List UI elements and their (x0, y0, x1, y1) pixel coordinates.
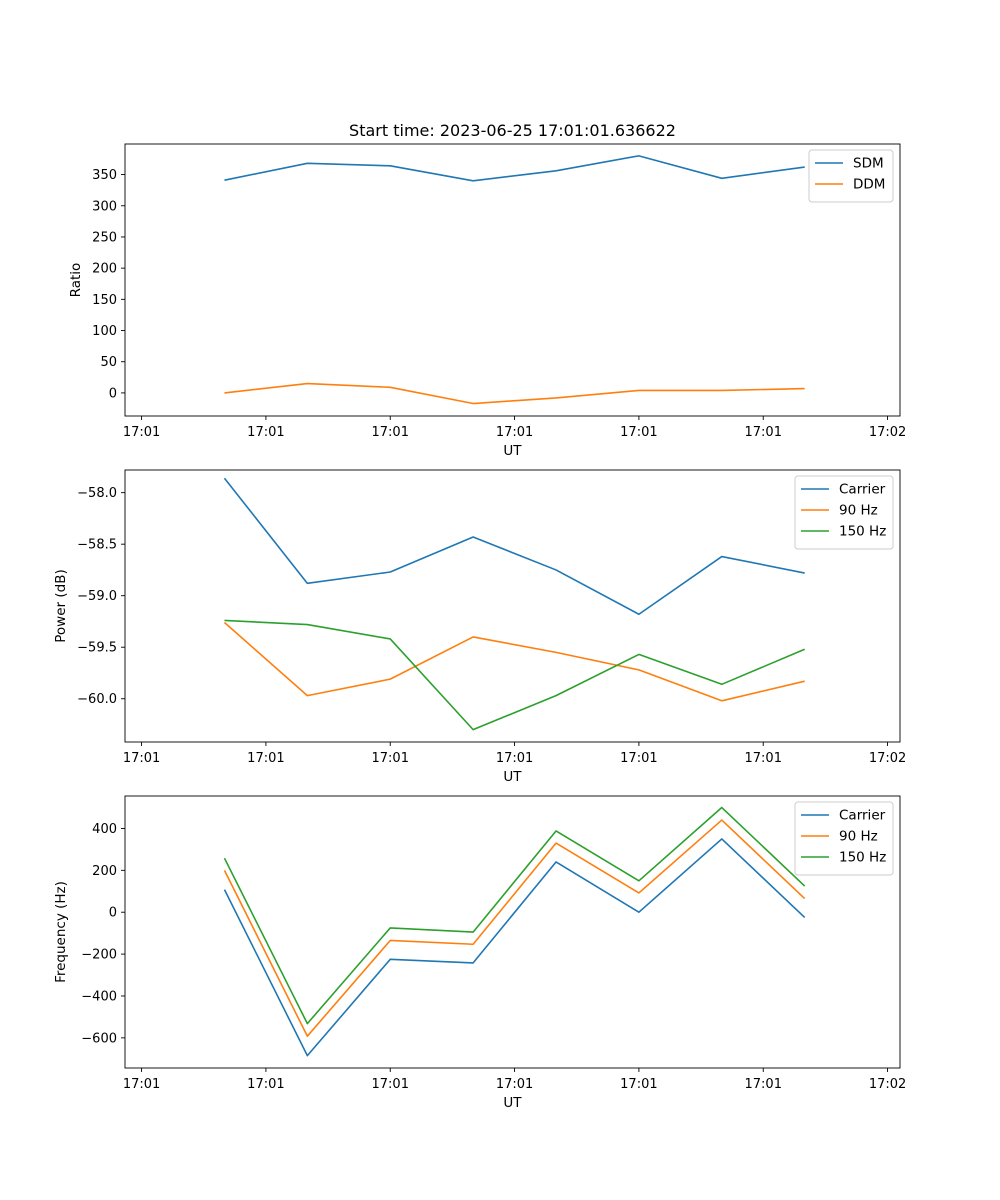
legend: SDM DDM (808, 149, 894, 203)
legend-label: SDM (853, 156, 884, 172)
x-tick-label: 17:01 (620, 425, 657, 440)
x-tick-label: 17:01 (745, 425, 782, 440)
x-tick-label: 17:01 (745, 751, 782, 766)
y-axis-label: Power (dB) (53, 569, 69, 642)
y-tick-label: 100 (92, 324, 117, 339)
legend-label: 150 Hz (839, 850, 886, 866)
x-tick-label: 17:01 (745, 1077, 782, 1092)
chart-panel-1: 17:01 17:01 17:01 17:01 17:01 17:01 17:02 0 50 10… (68, 143, 906, 459)
series-line-150-hz (224, 619, 805, 731)
x-axis-label: UT (503, 443, 522, 459)
legend-label: 90 Hz (839, 829, 878, 845)
y-tick-label: −58.0 (77, 486, 117, 501)
y-tick-label: −59.0 (77, 589, 117, 604)
x-tick-label: 17:01 (496, 425, 533, 440)
y-tick-label: −400 (81, 989, 117, 1004)
y-tick-label: 50 (100, 355, 117, 370)
y-tick-label: 350 (92, 168, 117, 183)
plot-frame (124, 469, 901, 743)
series-line-sdm (224, 155, 805, 182)
x-tick-label: 17:01 (123, 1077, 160, 1092)
x-tick-label: 17:01 (247, 1077, 284, 1092)
x-axis-label: UT (503, 769, 522, 785)
y-tick-label: 400 (92, 822, 117, 837)
x-tick-label: 17:01 (620, 1077, 657, 1092)
x-tick-label: 17:01 (123, 425, 160, 440)
x-tick-label: 17:01 (620, 751, 657, 766)
charts-container: 17:01 17:01 17:01 17:01 17:01 17:01 17:02 0 50 10… (53, 143, 906, 1111)
legend-label: Carrier (839, 482, 886, 498)
y-tick-label: −600 (81, 1031, 117, 1046)
x-tick-label: 17:01 (123, 751, 160, 766)
series-line-carrier (223, 477, 805, 616)
series-line-carrier (223, 838, 806, 1057)
y-tick-label: 250 (92, 230, 117, 245)
x-tick-label: 17:01 (372, 425, 409, 440)
x-tick-label: 17:01 (372, 1077, 409, 1092)
y-tick-label: −60.0 (77, 692, 117, 707)
y-tick-label: 0 (109, 386, 117, 401)
x-tick-label: 17:02 (869, 425, 906, 440)
series-line-ddm (224, 382, 805, 405)
y-tick-label: 0 (109, 906, 117, 921)
series-line-90-hz (223, 621, 805, 702)
legend-label: DDM (853, 177, 885, 193)
x-tick-label: 17:01 (496, 751, 533, 766)
x-tick-label: 17:01 (247, 751, 284, 766)
y-tick-label: 300 (92, 199, 117, 214)
legend: Carrier 90 Hz 150 Hz (794, 801, 894, 876)
plot-frame (124, 143, 901, 417)
legend-label: 150 Hz (839, 524, 886, 540)
y-tick-label: −58.5 (77, 538, 117, 553)
chart-panel-3: 17:01 17:01 17:01 17:01 17:01 17:01 17:02 −600 −… (53, 795, 906, 1111)
y-tick-label: 200 (92, 262, 117, 277)
series-line-90-hz (223, 819, 806, 1037)
y-axis-label: Ratio (68, 263, 84, 298)
y-tick-label: 200 (92, 864, 117, 879)
plot-frame (124, 795, 901, 1069)
x-tick-label: 17:01 (496, 1077, 533, 1092)
y-tick-label: −59.5 (77, 641, 117, 656)
x-axis-label: UT (503, 1095, 522, 1111)
legend: Carrier 90 Hz 150 Hz (794, 475, 894, 550)
figure-title: Start time: 2023-06-25 17:01:01.636622 (349, 121, 676, 140)
chart-panel-2: 17:01 17:01 17:01 17:01 17:01 17:01 17:02 −60.0… (53, 469, 906, 785)
y-tick-label: −200 (81, 948, 117, 963)
y-tick-label: 150 (92, 293, 117, 308)
legend-label: 90 Hz (839, 503, 878, 519)
x-tick-label: 17:01 (372, 751, 409, 766)
series-line-150-hz (223, 806, 806, 1025)
x-tick-label: 17:02 (869, 751, 906, 766)
y-axis-label: Frequency (Hz) (53, 881, 69, 983)
x-tick-label: 17:02 (869, 1077, 906, 1092)
x-tick-label: 17:01 (247, 425, 284, 440)
legend-label: Carrier (839, 808, 886, 824)
